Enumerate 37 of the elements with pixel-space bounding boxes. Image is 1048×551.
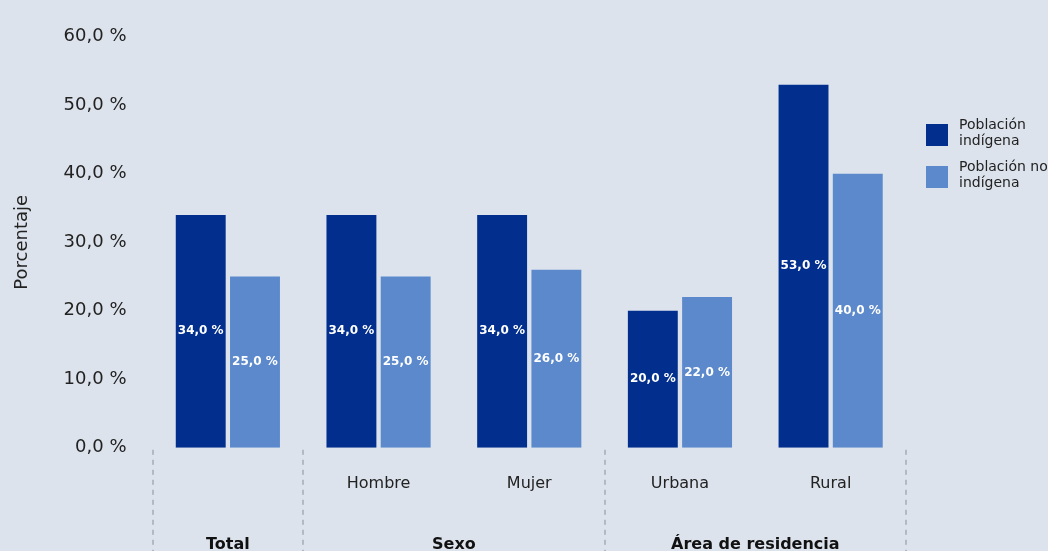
bar (326, 214, 377, 448)
bar (380, 276, 431, 448)
bar (175, 214, 226, 448)
text: Total (205, 534, 250, 551)
data-label: 34,0 % (177, 323, 224, 338)
y-tick-label: 50,0 % (63, 92, 127, 114)
x-tick-label: Urbana (650, 472, 710, 492)
y-tick-label: 20,0 % (63, 298, 127, 320)
data-label: 25,0 % (382, 354, 429, 369)
bar (832, 173, 883, 448)
bar (682, 297, 733, 448)
x-tick-label: Mujer (506, 472, 553, 492)
x-tick-label: Hombre (346, 472, 411, 492)
bar (230, 276, 280, 448)
data-label: 20,0 % (629, 371, 676, 386)
y-tick-label: 60,0 % (63, 24, 127, 46)
y-tick-label: 30,0 % (63, 229, 127, 251)
data-label: 34,0 % (328, 323, 375, 338)
data-label: 25,0 % (232, 354, 278, 369)
y-tick-label: 10,0 % (63, 366, 127, 388)
bar (531, 269, 582, 448)
y-tick-label: 40,0 % (63, 161, 127, 183)
data-label: 26,0 % (533, 350, 580, 365)
data-label: 34,0 % (479, 323, 526, 338)
bar (477, 214, 528, 448)
x-tick-label: Rural (809, 472, 852, 492)
y-tick-label: 0,0 % (75, 435, 127, 457)
y-axis-title: Porcentaje (10, 194, 32, 290)
data-label: 53,0 % (780, 258, 827, 273)
legend-label: Población indígena (959, 116, 1027, 148)
data-label: 40,0 % (834, 302, 881, 317)
text: Sexo (432, 534, 476, 551)
bar (778, 84, 829, 448)
legend-label: Población no indígena (959, 158, 1048, 190)
text: Área de residencia (671, 534, 840, 551)
data-label: 22,0 % (684, 364, 730, 379)
bar (627, 310, 678, 448)
